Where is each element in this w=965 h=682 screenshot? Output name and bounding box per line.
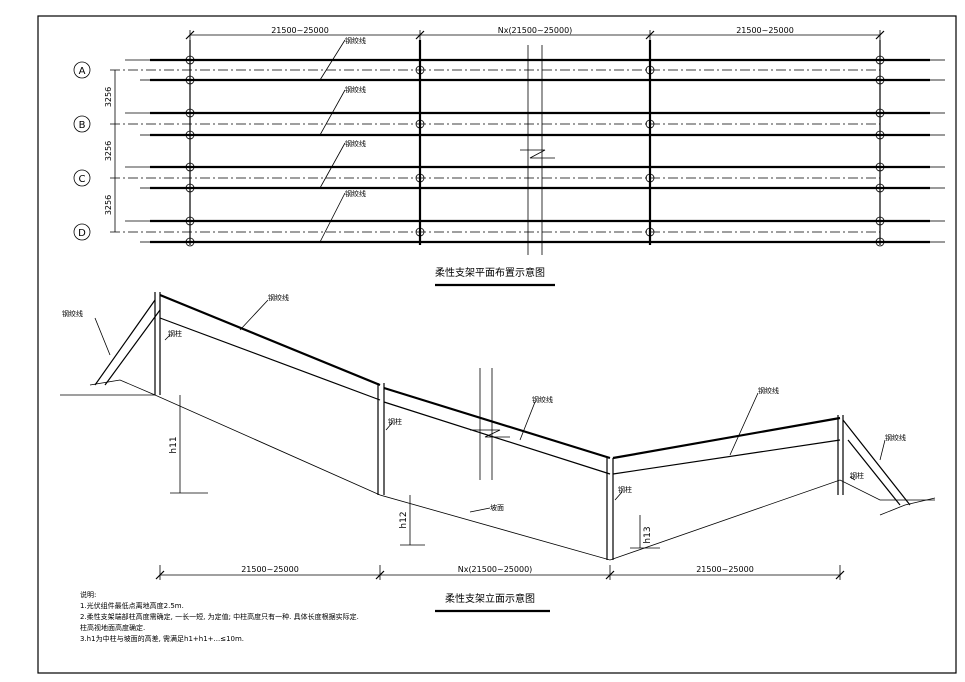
plan-cable-label-b: 钢绞线 (345, 85, 366, 94)
elevation-h3: h13 (643, 526, 653, 543)
plan-row-c (110, 162, 945, 193)
spacing-label-bc: 3256 (104, 141, 113, 161)
elevation-title: 柔性支架立面示意图 (445, 592, 535, 605)
elevation-view: h11 h12 h13 钢绞线 钢柱 钢绞线 钢柱 钢绞线 坡面 钢柱 钢绞线 … (60, 292, 936, 613)
plan-dim-mid: Nx(21500~25000) (498, 26, 573, 35)
elev-column-label-left: 钢柱 (168, 329, 182, 338)
plan-view: 21500~25000 Nx(21500~25000) 21500~25000 (73, 26, 945, 287)
notes-line-4: 3.h1为中柱与坡面的高差, 需满足h1+h1+...≤10m. (80, 635, 245, 643)
axis-label-d: D (78, 228, 86, 239)
plan-row-d (110, 216, 945, 247)
notes-line-2: 2.柔性支架端部柱高度需确定, 一长一短, 为定值; 中柱高度只有一种. 具体长… (80, 613, 359, 621)
plan-row-b (110, 108, 945, 140)
elev-cable-label-2: 钢绞线 (532, 395, 553, 404)
elev-cable-label-1: 钢绞线 (268, 293, 289, 302)
notes-line-3: 柱高视地面高度确定. (80, 624, 146, 632)
spacing-label-cd: 3256 (104, 195, 113, 215)
axis-label-a: A (79, 66, 86, 77)
axis-label-b: B (79, 120, 86, 131)
plan-dim-right: 21500~25000 (736, 26, 794, 35)
plan-row-a (110, 55, 945, 85)
elev-dim-left: 21500~25000 (241, 565, 299, 574)
plan-title: 柔性支架平面布置示意图 (435, 266, 545, 279)
drawing-border (37, 15, 957, 674)
elev-column-label-right: 钢柱 (850, 471, 864, 480)
notes-heading: 说明: (80, 591, 97, 599)
elev-column-label-mid: 钢柱 (388, 417, 402, 426)
elev-dim-right: 21500~25000 (696, 565, 754, 574)
elev-dim-mid: Nx(21500~25000) (458, 565, 533, 574)
elev-column-label-low: 钢柱 (618, 485, 632, 494)
elevation-h2: h12 (399, 511, 409, 528)
plan-cable-label-a: 钢绞线 (345, 36, 366, 45)
plan-dim-left: 21500~25000 (271, 26, 329, 35)
notes-block: 说明: 1.光伏组件最低点离地高度2.5m. 2.柔性支架端部柱高度需确定, 一… (80, 590, 500, 645)
notes-line-1: 1.光伏组件最低点离地高度2.5m. (80, 602, 184, 610)
elev-cable-label-3: 钢绞线 (758, 386, 779, 395)
spacing-label-ab: 3256 (104, 87, 113, 107)
elev-ground-label: 坡面 (490, 503, 504, 512)
elev-tieback-label-left: 钢绞线 (62, 309, 83, 318)
ground-line (60, 394, 935, 561)
elevation-h1: h11 (169, 436, 179, 453)
plan-cable-label-d: 钢绞线 (345, 189, 366, 198)
plan-cable-label-c: 钢绞线 (345, 139, 366, 148)
axis-label-c: C (79, 174, 86, 185)
elev-tieback-label-right: 钢绞线 (885, 433, 906, 442)
